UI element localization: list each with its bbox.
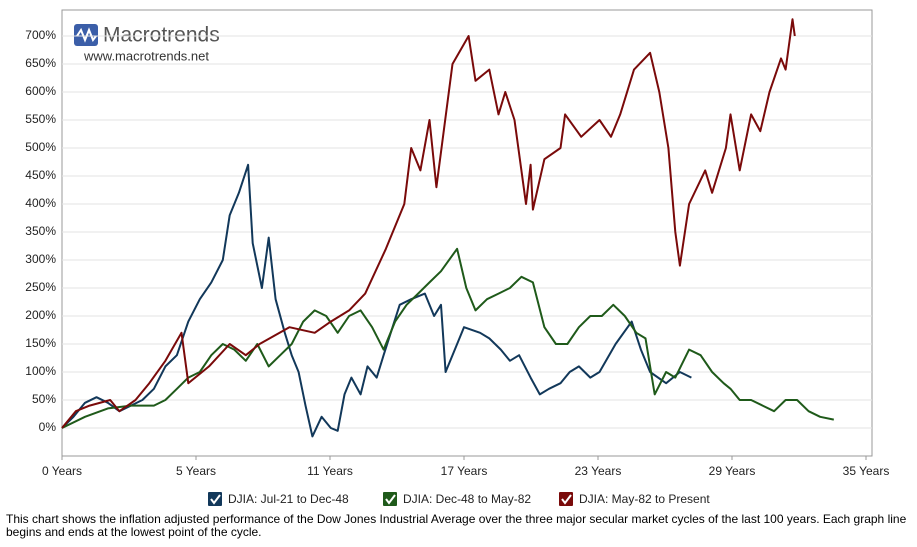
x-tick-label: 35 Years xyxy=(843,464,890,478)
plot-frame xyxy=(61,9,873,457)
legend-check[interactable] xyxy=(210,494,221,505)
grid: 0% 50% 100% 150% 200% 250% 300% 350% 400% 450% 500… xyxy=(25,28,889,478)
x-tick-label: 29 Years xyxy=(709,464,756,478)
y-tick-label: 400% xyxy=(25,196,56,210)
x-tick-label: 5 Years xyxy=(176,464,216,478)
y-tick-label: 500% xyxy=(25,140,56,154)
legend-label[interactable]: DJIA: May-82 to Present xyxy=(579,492,710,506)
x-tick-label: 17 Years xyxy=(441,464,488,478)
y-tick-label: 450% xyxy=(25,168,56,182)
x-tick-label: 23 Years xyxy=(575,464,622,478)
y-tick-label: 650% xyxy=(25,56,56,70)
legend-checkbox[interactable] xyxy=(208,492,222,506)
logo-url: www.macrotrends.net xyxy=(83,48,209,63)
legend-label[interactable]: DJIA: Jul-21 to Dec-48 xyxy=(228,492,349,506)
legend-checkbox[interactable] xyxy=(559,492,573,506)
legend-label[interactable]: DJIA: Dec-48 to May-82 xyxy=(403,492,531,506)
legend-checkbox[interactable] xyxy=(383,492,397,506)
chart: Macrotrends www.macrotrends.net 0% 50% 100… xyxy=(25,9,889,506)
legend-check[interactable] xyxy=(385,494,396,505)
x-tick-label: 11 Years xyxy=(307,464,353,478)
series-line xyxy=(61,247,835,429)
logo: Macrotrends www.macrotrends.net xyxy=(74,24,220,63)
lines xyxy=(61,18,835,438)
y-tick-label: 0% xyxy=(39,420,57,434)
logo-wave xyxy=(76,27,97,43)
y-tick-label: 200% xyxy=(25,308,56,322)
y-tick-label: 300% xyxy=(25,252,56,266)
legend-check[interactable] xyxy=(561,494,572,505)
y-tick-label: 50% xyxy=(32,392,56,406)
legend: DJIA: Jul-21 to Dec-48 DJIA: Dec-48 to Ma… xyxy=(208,492,710,506)
caption: This chart shows the inflation adjusted … xyxy=(6,512,907,539)
y-tick-label: 250% xyxy=(25,280,56,294)
y-tick-label: 350% xyxy=(25,224,56,238)
y-tick-label: 100% xyxy=(25,364,56,378)
series-line xyxy=(61,163,692,438)
y-tick-label: 600% xyxy=(25,84,56,98)
logo-brand: Macrotrends xyxy=(103,24,220,47)
y-tick-label: 700% xyxy=(25,28,56,42)
y-tick-label: 150% xyxy=(25,336,56,350)
series-line xyxy=(61,18,796,429)
y-tick-label: 550% xyxy=(25,112,56,126)
x-tick-label: 0 Years xyxy=(42,464,82,478)
